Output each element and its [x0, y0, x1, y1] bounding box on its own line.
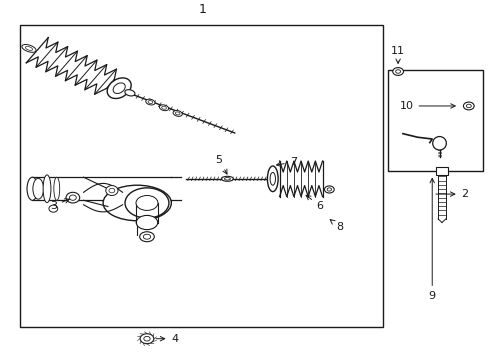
Ellipse shape [267, 166, 278, 192]
Text: 9: 9 [428, 291, 435, 301]
Ellipse shape [162, 106, 166, 109]
Bar [387, 70, 483, 171]
Bar [435, 167, 447, 175]
Ellipse shape [113, 83, 125, 94]
Ellipse shape [395, 70, 400, 73]
Ellipse shape [269, 172, 275, 185]
Ellipse shape [324, 186, 333, 193]
Ellipse shape [124, 90, 135, 96]
Ellipse shape [140, 232, 154, 242]
Ellipse shape [54, 177, 60, 200]
Ellipse shape [103, 185, 171, 221]
Ellipse shape [109, 188, 115, 193]
Ellipse shape [145, 99, 155, 105]
Ellipse shape [49, 205, 58, 212]
Ellipse shape [22, 45, 36, 52]
Ellipse shape [173, 111, 182, 116]
Text: 4: 4 [156, 334, 178, 344]
Ellipse shape [107, 78, 131, 99]
Ellipse shape [33, 178, 43, 199]
Ellipse shape [432, 136, 446, 150]
Ellipse shape [25, 46, 33, 50]
Ellipse shape [143, 234, 150, 239]
Text: 2: 2 [435, 189, 468, 199]
Ellipse shape [136, 195, 158, 211]
Ellipse shape [221, 176, 233, 181]
Text: 11: 11 [390, 45, 404, 63]
Ellipse shape [224, 177, 230, 180]
Text: 1: 1 [199, 4, 206, 17]
Text: 6: 6 [305, 195, 323, 211]
Bar [20, 25, 383, 327]
Ellipse shape [136, 215, 158, 230]
Ellipse shape [69, 195, 76, 200]
Ellipse shape [43, 175, 51, 203]
Text: 7: 7 [276, 157, 296, 167]
Ellipse shape [27, 177, 38, 200]
Text: 10: 10 [399, 101, 454, 111]
Ellipse shape [125, 188, 168, 218]
Text: 5: 5 [215, 154, 226, 174]
Ellipse shape [105, 185, 118, 195]
Ellipse shape [392, 68, 403, 75]
Ellipse shape [159, 105, 168, 111]
Ellipse shape [66, 192, 80, 203]
Ellipse shape [463, 102, 473, 110]
Ellipse shape [175, 112, 180, 115]
Ellipse shape [466, 104, 470, 108]
Ellipse shape [326, 188, 331, 191]
Text: 8: 8 [329, 220, 343, 232]
Ellipse shape [143, 336, 150, 341]
Ellipse shape [140, 334, 154, 344]
Text: 3: 3 [50, 199, 69, 211]
Ellipse shape [148, 100, 152, 104]
